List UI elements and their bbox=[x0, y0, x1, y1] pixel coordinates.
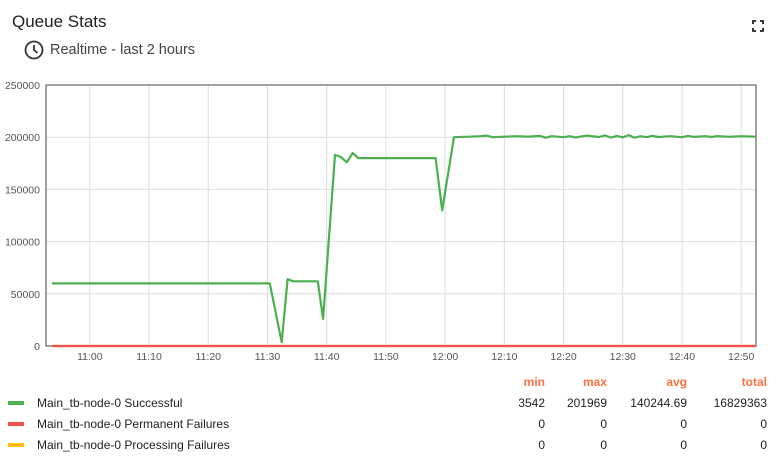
x-tick-label: 11:30 bbox=[255, 351, 281, 363]
legend-item[interactable]: Main_tb-node-0 Processing Failures 0 0 0… bbox=[0, 435, 778, 455]
col-min: min bbox=[523, 375, 545, 389]
series-min: 0 bbox=[538, 417, 545, 431]
y-tick-label: 150000 bbox=[5, 184, 40, 196]
timewindow-selector[interactable]: Realtime - last 2 hours bbox=[24, 40, 195, 60]
widget-title: Queue Stats bbox=[12, 12, 107, 31]
y-tick-label: 0 bbox=[34, 341, 40, 353]
series-min: 3542 bbox=[518, 396, 545, 410]
x-tick-label: 12:10 bbox=[491, 351, 517, 363]
col-avg: avg bbox=[666, 375, 687, 389]
series-color-swatch bbox=[8, 422, 24, 426]
series-total: 0 bbox=[760, 417, 767, 431]
x-tick-label: 12:00 bbox=[432, 351, 458, 363]
x-tick-label: 11:10 bbox=[136, 351, 162, 363]
series-color-swatch bbox=[8, 443, 24, 447]
legend-item[interactable]: Main_tb-node-0 Permanent Failures 0 0 0 … bbox=[0, 414, 778, 434]
timewindow-label: Realtime - last 2 hours bbox=[50, 42, 196, 58]
series-min: 0 bbox=[538, 438, 545, 452]
col-max: max bbox=[582, 375, 607, 389]
series-total: 16829363 bbox=[713, 396, 767, 410]
series-max: 201969 bbox=[566, 396, 607, 410]
x-tick-label: 12:50 bbox=[728, 351, 754, 363]
series-max: 0 bbox=[600, 417, 607, 431]
fullscreen-icon[interactable] bbox=[752, 20, 764, 32]
series-color-swatch bbox=[8, 401, 24, 405]
line-chart: 0 50000 100000 150000 200000 250000 11:00 11:10… bbox=[5, 80, 757, 363]
series-avg: 0 bbox=[680, 438, 687, 452]
plot-border bbox=[45, 84, 757, 347]
x-tick-label: 11:40 bbox=[314, 351, 340, 363]
y-tick-label: 50000 bbox=[11, 289, 40, 301]
y-tick-label: 100000 bbox=[5, 237, 40, 249]
legend-item[interactable]: Main_tb-node-0 Successful 3542 201969 14… bbox=[0, 393, 778, 413]
clock-icon bbox=[24, 40, 44, 60]
series-total: 0 bbox=[760, 438, 767, 452]
series-avg: 140244.69 bbox=[630, 396, 687, 410]
y-tick-label: 200000 bbox=[5, 132, 40, 144]
x-tick-label: 11:50 bbox=[373, 351, 399, 363]
series-max: 0 bbox=[600, 438, 607, 452]
series-name: Main_tb-node-0 Permanent Failures bbox=[37, 417, 230, 431]
series-name: Main_tb-node-0 Successful bbox=[37, 396, 183, 410]
x-tick-label: 12:30 bbox=[610, 351, 636, 363]
y-tick-label: 250000 bbox=[5, 80, 40, 92]
x-tick-label: 12:20 bbox=[550, 351, 576, 363]
col-total: total bbox=[741, 375, 767, 389]
x-tick-label: 11:00 bbox=[77, 351, 103, 363]
legend-header: min max avg total bbox=[0, 372, 778, 392]
series-name: Main_tb-node-0 Processing Failures bbox=[37, 438, 230, 452]
series-line bbox=[51, 134, 757, 344]
x-tick-label: 12:40 bbox=[669, 351, 695, 363]
x-tick-label: 11:20 bbox=[196, 351, 222, 363]
series-avg: 0 bbox=[680, 417, 687, 431]
